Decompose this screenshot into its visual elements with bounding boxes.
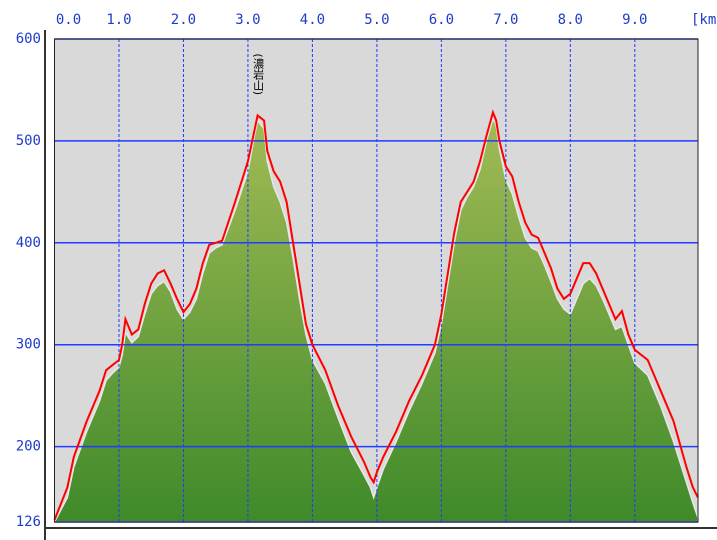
plot-border	[54, 38, 699, 523]
x-tick-label: 5.0	[364, 12, 389, 28]
elevation-area	[53, 116, 699, 523]
x-tick-label: 2.0	[171, 12, 196, 28]
x-tick-label: 8.0	[558, 12, 583, 28]
x-tick-label: 9.0	[622, 12, 647, 28]
y-tick-label: 600	[16, 31, 41, 47]
x-tick-label: 7.0	[493, 12, 518, 28]
x-tick-label: 6.0	[429, 12, 454, 28]
x-tick-label: 4.0	[300, 12, 325, 28]
y-tick-label: 200	[16, 439, 41, 455]
y-tick-label: 300	[16, 337, 41, 353]
peak-annotation: (濃岩山)	[252, 53, 265, 95]
y-tick-label: 126	[16, 514, 41, 530]
y-tick-label: 500	[16, 133, 41, 149]
x-tick-label: 1.0	[106, 12, 131, 28]
x-axis-label: [km	[691, 12, 716, 28]
y-tick-label: 400	[16, 235, 41, 251]
x-tick-label: 0.0	[56, 12, 81, 28]
elevation-line	[53, 109, 699, 521]
x-tick-label: 3.0	[235, 12, 260, 28]
